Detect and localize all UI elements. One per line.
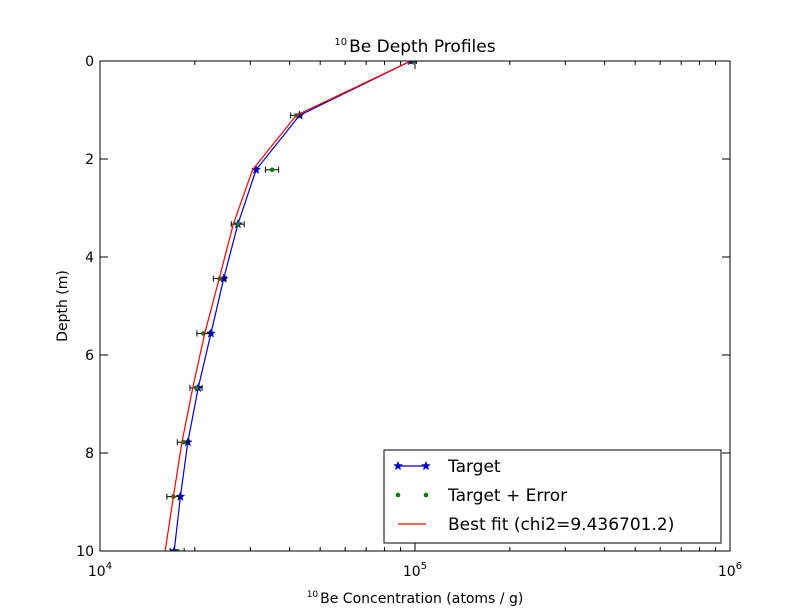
x-tick-label: 104 xyxy=(88,561,112,580)
errorbar xyxy=(169,548,185,551)
y-tick-label: 0 xyxy=(85,54,94,70)
series-line-0 xyxy=(173,61,412,551)
series-line-2 xyxy=(164,61,412,551)
data-point-dot xyxy=(175,548,180,551)
y-tick-label: 6 xyxy=(85,348,94,364)
y-tick-label: 2 xyxy=(85,152,94,168)
legend-entry: Target + Error xyxy=(395,486,567,506)
x-tick-exponent: 6 xyxy=(736,561,742,572)
plot-clip-group xyxy=(164,61,417,551)
x-tick-label: 106 xyxy=(718,561,742,580)
legend-entry: Target xyxy=(393,457,501,477)
plot-frame xyxy=(99,60,731,552)
data-point-dot xyxy=(235,221,241,227)
legend-marker-dot xyxy=(395,492,401,498)
chart-title-superscript: 10 xyxy=(334,37,347,48)
legend-label: Target xyxy=(447,457,501,477)
data-point-star xyxy=(251,164,262,174)
y-tick-label: 10 xyxy=(76,544,94,560)
errorbar xyxy=(410,61,417,64)
y-tick-label: 8 xyxy=(85,446,94,462)
legend-box xyxy=(383,449,722,544)
legend-marker-star xyxy=(393,460,403,471)
legend-entry: Best fit (chi2=9.436701.2) xyxy=(398,515,674,535)
x-tick-exponent: 5 xyxy=(421,561,427,572)
x-tick-label: 105 xyxy=(403,561,427,580)
data-point-star xyxy=(175,491,186,501)
x-tick-base: 10 xyxy=(718,564,736,580)
legend-label: Best fit (chi2=9.436701.2) xyxy=(448,515,674,535)
chart-title-text: Be Depth Profiles xyxy=(349,37,496,57)
legend-marker-dot xyxy=(423,492,429,498)
data-point-dot xyxy=(193,385,199,391)
data-point-dot xyxy=(269,167,275,173)
chart-title: 10 Be Depth Profiles xyxy=(334,37,495,57)
legend-marker-star xyxy=(421,460,431,471)
data-point-star xyxy=(205,328,216,338)
x-axis-title: 10 Be Concentration (atoms / g) xyxy=(307,590,524,607)
plot-area xyxy=(164,61,417,551)
legend-label: Target + Error xyxy=(447,486,567,506)
x-tick-base: 10 xyxy=(88,564,106,580)
x-axis-title-superscript: 10 xyxy=(307,590,319,600)
legend: Target Target + Error Best fit (chi2=9.436… xyxy=(383,449,722,544)
y-axis-title: Depth (m) xyxy=(55,270,71,342)
x-axis-title-text: Be Concentration (atoms / g) xyxy=(320,591,523,607)
x-tick-base: 10 xyxy=(403,564,421,580)
y-tick-label: 4 xyxy=(85,250,94,266)
x-tick-exponent: 4 xyxy=(106,561,112,572)
